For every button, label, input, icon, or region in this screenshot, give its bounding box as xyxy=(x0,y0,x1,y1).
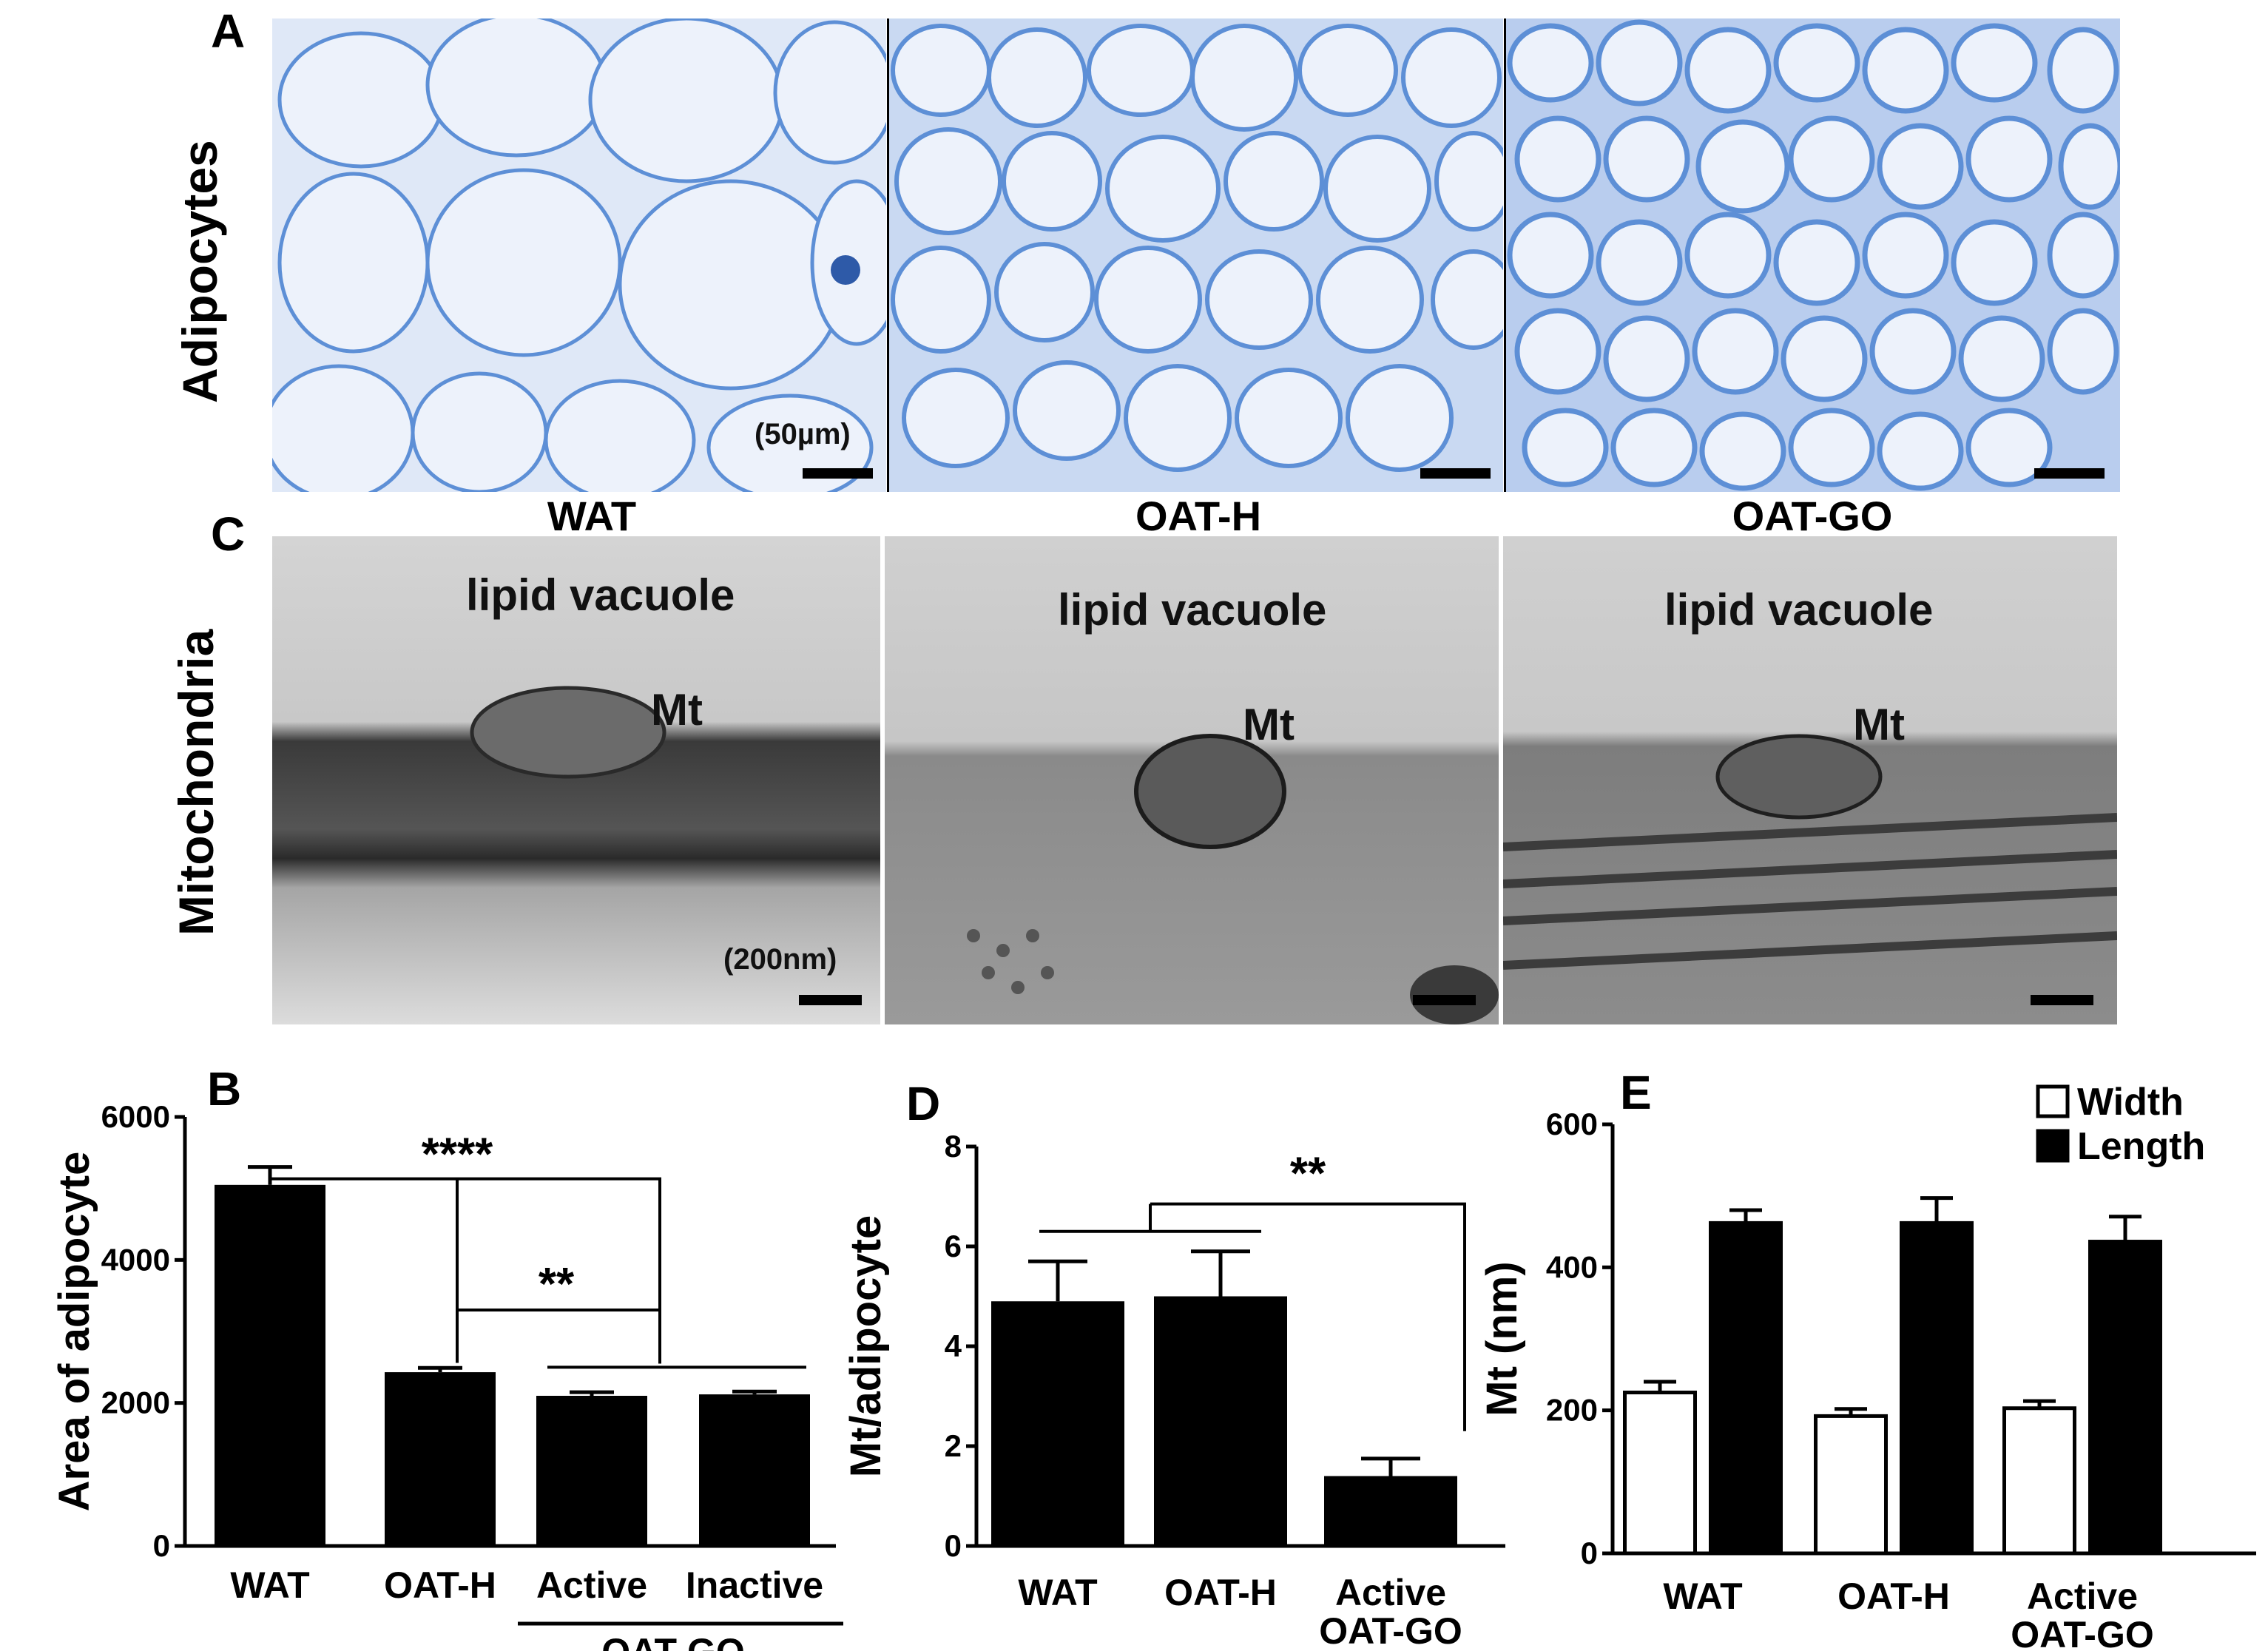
row-label-mitochondria: Mitochondria xyxy=(169,629,223,936)
x-tick-label: WAT xyxy=(1663,1576,1742,1617)
significance-marker: ** xyxy=(1290,1149,1326,1200)
bar xyxy=(699,1394,810,1546)
condition-label-oat-h: OAT-H xyxy=(1135,493,1262,539)
histology-image-oat-go xyxy=(1506,18,2120,492)
tem-texture-wat xyxy=(272,536,880,1024)
bar xyxy=(1900,1220,1974,1556)
x-tick-label: WAT xyxy=(1018,1572,1097,1613)
histology-image-wat xyxy=(272,18,886,492)
histology-cells-wat xyxy=(272,18,886,492)
x-tick-label: Active xyxy=(2027,1576,2138,1617)
panel-label-e: E xyxy=(1620,1066,1652,1119)
y-axis-title: Mt (nm) xyxy=(1479,1261,1526,1416)
scale-label-histology: (50µm) xyxy=(755,418,851,450)
scale-bar xyxy=(2031,995,2093,1005)
bar xyxy=(1154,1296,1287,1546)
panel-label-c: C xyxy=(211,507,246,561)
y-tick-label: 400 xyxy=(1546,1249,1598,1284)
row-label-adipocytes: Adipocytes xyxy=(172,140,227,403)
x-tick-label: OAT-H xyxy=(384,1564,496,1606)
y-tick-label: 4000 xyxy=(101,1242,170,1277)
legend-label: Width xyxy=(2077,1081,2184,1124)
x-tick-label: WAT xyxy=(230,1564,309,1606)
bar xyxy=(1324,1476,1457,1546)
significance-bracket xyxy=(270,1177,661,1364)
panel-label-d: D xyxy=(906,1077,941,1130)
panel-label-b: B xyxy=(207,1062,242,1115)
y-tick-label: 4 xyxy=(945,1328,962,1363)
mitochondrion-label: Mt xyxy=(651,685,703,735)
lipid-vacuole-label: lipid vacuole xyxy=(1058,585,1327,635)
y-tick-label: 600 xyxy=(1546,1107,1598,1141)
significance-marker: **** xyxy=(422,1130,493,1181)
scale-bar xyxy=(1413,995,1476,1005)
tem-image-oat-go xyxy=(1503,536,2117,1024)
y-tick-label: 0 xyxy=(945,1528,962,1563)
group-label: OAT-GO xyxy=(601,1631,745,1651)
y-tick-label: 0 xyxy=(153,1528,170,1563)
y-axis-title: Mt/adipocyte xyxy=(842,1215,890,1478)
histology-image-oat-h xyxy=(889,18,1503,492)
bar xyxy=(1709,1220,1783,1556)
significance-marker: ** xyxy=(539,1259,575,1310)
bar xyxy=(1814,1414,1888,1556)
y-tick-label: 6000 xyxy=(101,1099,170,1134)
y-tick-label: 0 xyxy=(1581,1536,1598,1570)
x-tick-label: Active xyxy=(1335,1572,1446,1613)
panel-label-a: A xyxy=(211,4,246,58)
panel-divider xyxy=(1504,18,1506,492)
legend-swatch xyxy=(2036,1129,2070,1163)
bar xyxy=(385,1372,496,1546)
legend-label: Length xyxy=(2077,1125,2205,1168)
tem-texture-oat-h xyxy=(885,536,1499,1024)
y-tick-label: 2000 xyxy=(101,1385,170,1420)
bar xyxy=(536,1396,647,1546)
bar xyxy=(215,1184,325,1546)
scale-label-tem: (200nm) xyxy=(723,943,837,976)
mitochondrion-label: Mt xyxy=(1853,700,1905,749)
y-tick-label: 200 xyxy=(1546,1393,1598,1428)
condition-label-oat-go: OAT-GO xyxy=(1732,493,1893,539)
condition-label-wat: WAT xyxy=(547,493,637,539)
lipid-vacuole-label: lipid vacuole xyxy=(466,570,735,620)
lipid-vacuole-label: lipid vacuole xyxy=(1664,585,1934,635)
y-tick-label: 2 xyxy=(945,1428,962,1463)
panel-divider xyxy=(887,18,889,492)
tem-image-wat xyxy=(272,536,880,1024)
histology-cells-oat-go xyxy=(1506,18,2120,492)
legend-swatch xyxy=(2036,1084,2070,1118)
mitochondrion-label: Mt xyxy=(1243,700,1295,749)
bar xyxy=(991,1301,1124,1546)
bar xyxy=(2088,1240,2162,1556)
significance-bracket xyxy=(1150,1202,1466,1431)
tem-image-oat-h xyxy=(885,536,1499,1024)
bar xyxy=(2002,1406,2076,1556)
y-tick-label: 6 xyxy=(945,1229,962,1263)
x-tick-label: OAT-GO xyxy=(1319,1610,1462,1651)
scale-bar xyxy=(803,468,873,479)
histology-cells-oat-h xyxy=(889,18,1503,492)
x-tick-label: Inactive xyxy=(686,1564,823,1606)
scale-bar xyxy=(799,995,862,1005)
x-tick-label: OAT-GO xyxy=(2011,1614,2154,1651)
x-tick-label: OAT-H xyxy=(1837,1576,1950,1617)
x-tick-label: Active xyxy=(536,1564,647,1606)
scale-bar xyxy=(1420,468,1491,479)
y-tick-label: 8 xyxy=(945,1129,962,1164)
tem-texture-oat-go xyxy=(1503,536,2117,1024)
x-tick-label: OAT-H xyxy=(1164,1572,1277,1613)
bar xyxy=(1623,1391,1697,1556)
y-axis-title: Area of adipocyte xyxy=(50,1152,98,1512)
scale-bar xyxy=(2034,468,2105,479)
